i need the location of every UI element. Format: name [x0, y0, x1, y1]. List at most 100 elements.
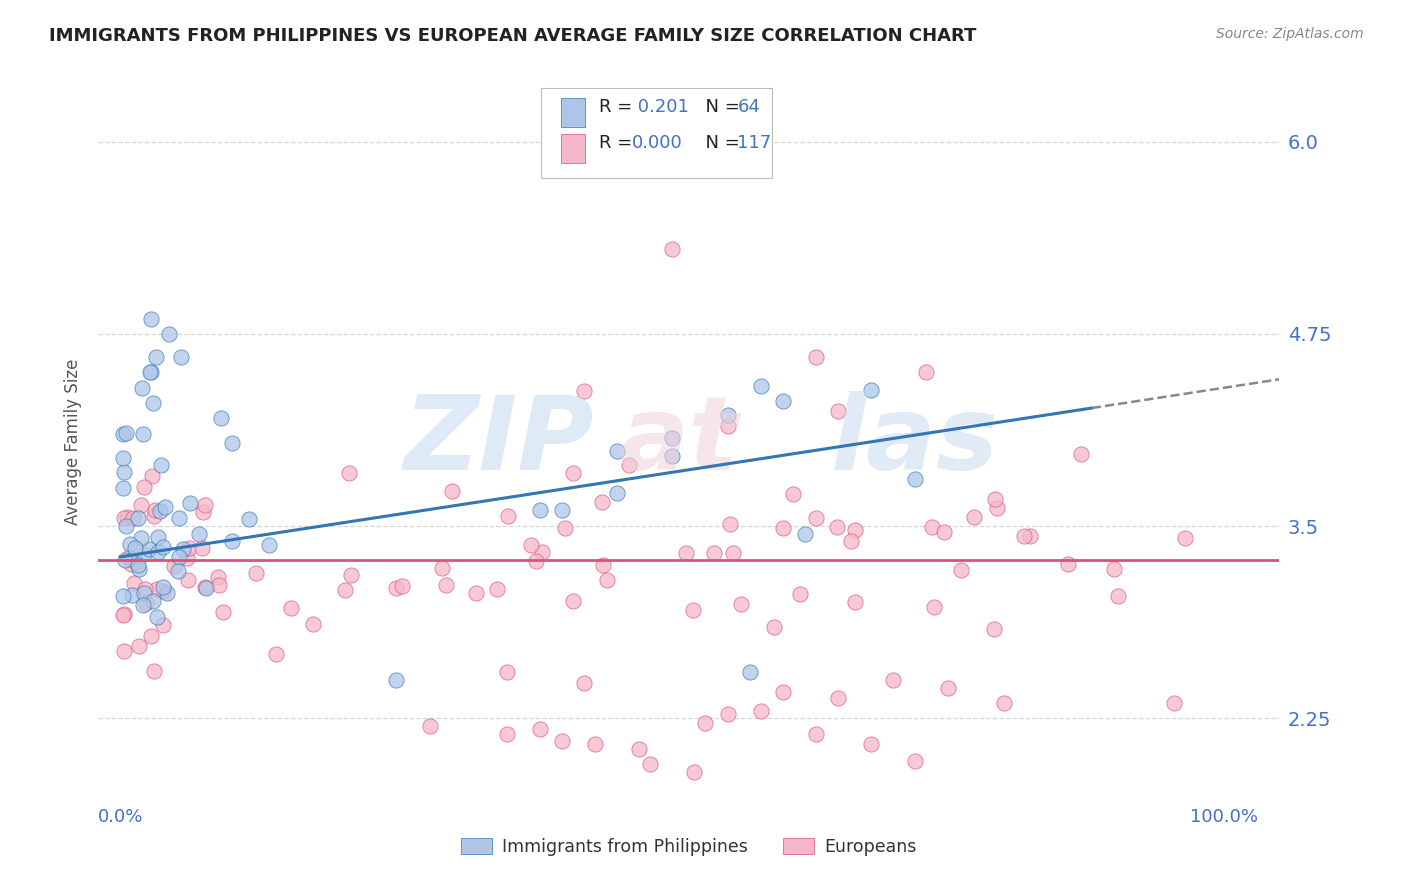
Point: [143, 503, 166, 517]
Point: [142, 594, 165, 608]
Text: 117: 117: [737, 134, 772, 153]
Point: [138, 365, 160, 379]
Point: [118, 550, 141, 565]
Point: [112, 644, 135, 658]
Text: las: las: [831, 391, 998, 492]
Point: [146, 609, 169, 624]
Point: [139, 629, 162, 643]
Point: [772, 521, 794, 535]
Point: [141, 468, 163, 483]
Point: [730, 597, 752, 611]
Point: [128, 639, 150, 653]
Point: [640, 757, 662, 772]
Point: [1070, 447, 1092, 461]
Point: [209, 411, 232, 425]
Point: [195, 581, 218, 595]
Point: [793, 526, 815, 541]
Point: [138, 542, 160, 557]
Point: [211, 605, 233, 619]
Text: ZIP: ZIP: [404, 391, 595, 492]
Text: Source: ZipAtlas.com: Source: ZipAtlas.com: [1216, 27, 1364, 41]
Point: [441, 484, 464, 499]
Point: [143, 664, 166, 678]
Point: [335, 582, 357, 597]
Point: [529, 722, 551, 736]
Point: [839, 534, 862, 549]
Point: [486, 582, 509, 596]
Point: [683, 765, 706, 780]
Point: [221, 534, 243, 549]
Point: [419, 719, 441, 733]
Point: [921, 519, 943, 533]
Point: [156, 586, 179, 600]
Text: R =: R =: [599, 98, 638, 116]
Point: [495, 665, 517, 680]
Point: [115, 519, 138, 533]
Point: [1018, 529, 1040, 543]
Point: [385, 673, 408, 687]
Point: [194, 580, 217, 594]
Point: [682, 603, 704, 617]
Point: [339, 567, 361, 582]
Point: [391, 579, 413, 593]
Legend: Immigrants from Philippines, Europeans: Immigrants from Philippines, Europeans: [454, 830, 924, 863]
Point: [1056, 557, 1078, 571]
Point: [112, 511, 135, 525]
Point: [782, 487, 804, 501]
Point: [749, 704, 772, 718]
Point: [112, 426, 135, 441]
Point: [661, 431, 683, 445]
Point: [983, 622, 1005, 636]
Point: [146, 582, 169, 597]
Point: [176, 551, 198, 566]
Point: [142, 509, 165, 524]
Point: [132, 480, 155, 494]
Point: [762, 620, 785, 634]
Point: [936, 681, 959, 695]
Point: [238, 511, 260, 525]
Point: [772, 394, 794, 409]
Point: [111, 607, 134, 622]
Point: [844, 595, 866, 609]
Point: [804, 511, 827, 525]
Point: [134, 547, 156, 561]
Point: [738, 665, 761, 680]
Point: [1012, 529, 1035, 543]
Point: [984, 492, 1007, 507]
Point: [302, 616, 325, 631]
Point: [118, 537, 141, 551]
Point: [145, 350, 167, 364]
Point: [716, 408, 738, 422]
FancyBboxPatch shape: [541, 87, 772, 178]
Point: [177, 573, 200, 587]
Point: [167, 511, 190, 525]
Point: [661, 243, 683, 257]
Point: [131, 381, 153, 395]
FancyBboxPatch shape: [561, 135, 585, 163]
Point: [804, 350, 827, 364]
Point: [495, 726, 517, 740]
Point: [529, 503, 551, 517]
Point: [592, 558, 614, 573]
FancyBboxPatch shape: [561, 98, 585, 128]
Point: [128, 561, 150, 575]
Point: [915, 365, 938, 379]
Point: [188, 526, 211, 541]
Point: [675, 546, 697, 560]
Point: [207, 570, 229, 584]
Point: [716, 706, 738, 721]
Point: [112, 465, 135, 479]
Point: [146, 531, 169, 545]
Point: [703, 545, 725, 559]
Point: [135, 596, 157, 610]
Point: [120, 557, 142, 571]
Point: [520, 537, 543, 551]
Point: [122, 511, 145, 525]
Point: [134, 582, 156, 596]
Point: [149, 458, 172, 472]
Point: [129, 532, 152, 546]
Point: [139, 365, 162, 379]
Point: [530, 545, 553, 559]
Point: [934, 525, 956, 540]
Point: [152, 583, 174, 598]
